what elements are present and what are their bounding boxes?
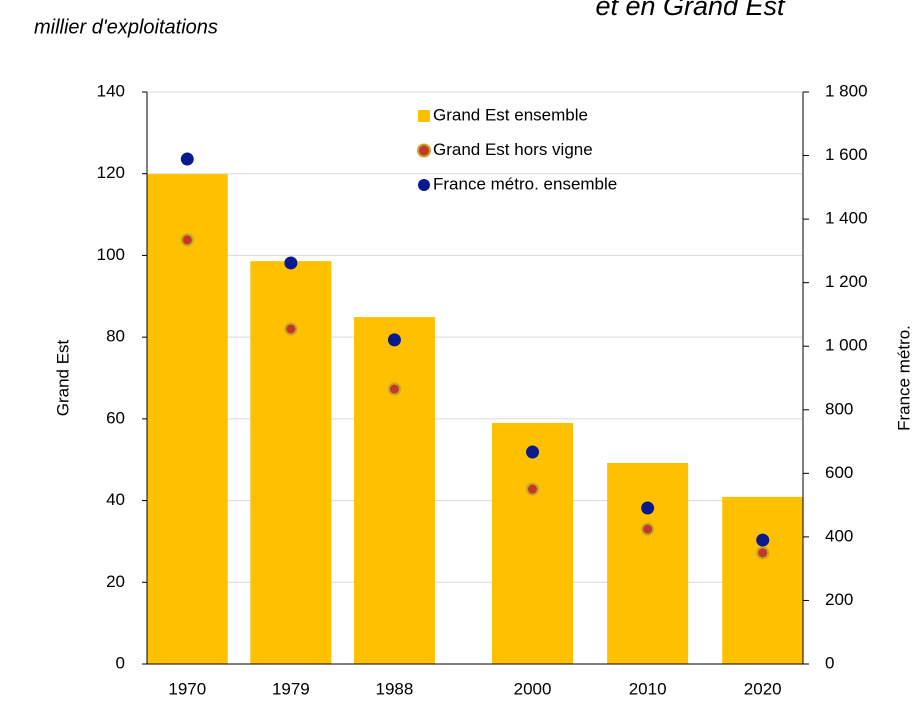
y-tick-label: 100: [97, 245, 125, 264]
y2-tick-label: 800: [825, 399, 853, 418]
bar: [722, 496, 804, 664]
dot: [756, 546, 770, 560]
legend-label: Grand Est hors vigne: [433, 140, 593, 159]
dot: [641, 522, 655, 536]
x-tick-label: 1970: [168, 679, 206, 698]
y-tick-label: 60: [106, 408, 125, 427]
y2-axis-label: France métro.: [894, 325, 913, 431]
dot: [526, 445, 540, 459]
y-axis-label: Grand Est: [53, 339, 72, 416]
dot: [387, 382, 401, 396]
dot: [387, 333, 401, 347]
y2-tick-label: 1 600: [825, 145, 868, 164]
y2-tick-label: 0: [825, 653, 834, 672]
chart-title: et en Grand Est: [595, 0, 786, 21]
x-tick-label: 1988: [376, 679, 414, 698]
bar: [250, 261, 332, 664]
bar: [607, 462, 689, 664]
x-tick-label: 2010: [629, 679, 667, 698]
dot: [180, 152, 194, 166]
dot: [641, 501, 655, 515]
y2-tick-label: 1 200: [825, 272, 868, 291]
chart-subtitle: millier d'exploitations: [34, 16, 218, 38]
y-tick-label: 0: [116, 653, 125, 672]
legend-marker: [417, 143, 431, 158]
dot: [180, 233, 194, 247]
dot: [284, 322, 298, 336]
legend-label: France métro. ensemble: [433, 174, 617, 193]
y2-tick-label: 1 000: [825, 336, 868, 355]
y-tick-label: 80: [106, 327, 125, 346]
dot: [756, 533, 770, 547]
x-tick-label: 2020: [744, 679, 782, 698]
legend-marker: [418, 179, 430, 191]
y-tick-label: 140: [97, 81, 125, 100]
y2-tick-label: 200: [825, 590, 853, 609]
bar: [492, 422, 574, 664]
y2-tick-label: 600: [825, 463, 853, 482]
x-tick-label: 2000: [514, 679, 552, 698]
dot: [284, 256, 298, 270]
y-tick-label: 40: [106, 490, 125, 509]
dot: [526, 482, 540, 496]
legend-marker: [418, 110, 430, 122]
y-tick-label: 120: [97, 163, 125, 182]
bar: [146, 174, 228, 664]
y2-tick-label: 400: [825, 526, 853, 545]
legend-label: Grand Est ensemble: [433, 105, 588, 124]
y2-tick-label: 1 400: [825, 209, 868, 228]
y2-tick-label: 1 800: [825, 81, 868, 100]
bar: [353, 317, 435, 664]
y-tick-label: 20: [106, 572, 125, 591]
x-tick-label: 1979: [272, 679, 310, 698]
